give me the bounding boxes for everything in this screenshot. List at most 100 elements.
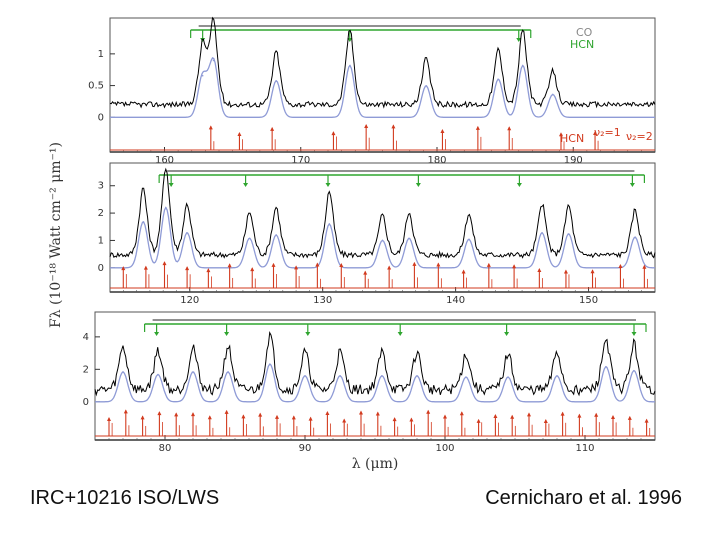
model-peak-point bbox=[507, 376, 509, 378]
model-peak-point bbox=[425, 85, 427, 87]
co-line-arrow bbox=[200, 38, 206, 42]
panel-top: 160 170 180 190 0 0.5 1 bbox=[88, 16, 656, 166]
hcn-stick-arrow bbox=[342, 418, 347, 423]
model-peak-point bbox=[165, 206, 167, 209]
x-axis-label: λ (μm) bbox=[352, 456, 399, 472]
panel-bottom: 80 90 100 110 0 2 4 bbox=[83, 311, 656, 454]
model-peak-point bbox=[339, 375, 341, 377]
co-line-arrow bbox=[305, 332, 311, 336]
x-tick-label: 150 bbox=[579, 295, 598, 306]
hcn-stick-arrow bbox=[563, 269, 568, 274]
x-tick-label: 120 bbox=[180, 295, 199, 306]
hcn-stick-arrow bbox=[121, 266, 126, 271]
co-line-arrow bbox=[504, 332, 510, 336]
spectrum-figure: λ (μm) Fλ (10⁻¹⁸ Watt cm⁻² μm⁻¹) 160 170 1… bbox=[48, 16, 656, 472]
model-peak-point bbox=[541, 231, 543, 234]
hcn-stick-arrow bbox=[440, 128, 445, 133]
hcn-stick-arrow bbox=[459, 411, 464, 416]
hcn-stick-arrow bbox=[241, 414, 246, 419]
hcn-stick-arrow bbox=[375, 411, 380, 416]
x-tick-label: 100 bbox=[435, 443, 454, 454]
legend-v2-2-label: ν₂=2 bbox=[626, 130, 653, 143]
y-tick-label: 0 bbox=[98, 112, 104, 123]
model-spectrum bbox=[95, 363, 655, 403]
model-peak-point bbox=[142, 221, 145, 223]
co-line-arrow bbox=[243, 183, 249, 187]
hcn-stick-arrow bbox=[412, 261, 417, 266]
x-tick-label: 190 bbox=[564, 155, 583, 166]
hcn-stick-arrow bbox=[363, 270, 368, 275]
panel-frame bbox=[94, 311, 656, 441]
hcn-stick-arrow bbox=[315, 262, 320, 267]
co-line-arrow bbox=[325, 183, 331, 187]
x-tick-label: 180 bbox=[427, 155, 446, 166]
x-tick-label: 90 bbox=[299, 443, 312, 454]
hcn-stick-arrow bbox=[593, 130, 598, 135]
legend-hcn-label: HCN bbox=[570, 38, 594, 51]
y-tick-label: 0 bbox=[83, 397, 89, 408]
hcn-stick-arrow bbox=[594, 412, 599, 417]
y-tick-label: 4 bbox=[83, 332, 89, 343]
model-spectrum bbox=[110, 206, 655, 269]
x-tick-label: 80 bbox=[159, 443, 172, 454]
co-line-arrow bbox=[224, 332, 230, 336]
model-peak-point bbox=[556, 375, 558, 377]
hcn-stick-arrow bbox=[644, 418, 649, 423]
y-tick-label: 1 bbox=[98, 49, 104, 60]
model-peak-point bbox=[304, 375, 306, 377]
model-peak-point bbox=[349, 64, 351, 67]
hcn-stick-arrow bbox=[339, 262, 344, 267]
hcn-stick-arrow bbox=[364, 123, 369, 128]
model-peak-point bbox=[157, 373, 159, 376]
hcn-stick-arrow bbox=[527, 412, 531, 417]
model-peak-point bbox=[381, 239, 384, 242]
model-peak-point bbox=[186, 231, 188, 234]
hcn-stick-arrow bbox=[162, 261, 167, 266]
hcn-stick-arrow bbox=[558, 132, 563, 137]
y-tick-label: 1 bbox=[98, 235, 104, 246]
hcn-stick-arrow bbox=[308, 416, 313, 421]
co-line-arrow bbox=[631, 332, 637, 336]
hcn-stick-arrow bbox=[270, 126, 275, 131]
hcn-stick-arrow bbox=[294, 265, 299, 270]
hcn-stick-arrow bbox=[476, 418, 481, 423]
model-spectrum bbox=[110, 57, 655, 118]
model-peak-point bbox=[408, 237, 410, 240]
model-peak-point bbox=[468, 238, 470, 241]
co-line-arrow bbox=[154, 332, 160, 336]
observed-spectrum bbox=[94, 331, 656, 397]
hcn-stick-arrow bbox=[271, 262, 276, 267]
caption-object: IRC+10216 ISO/LWS bbox=[30, 487, 220, 509]
model-peak-point bbox=[269, 363, 271, 365]
co-line-arrow bbox=[516, 183, 522, 187]
legend-co-label: CO bbox=[576, 26, 593, 39]
y-tick-label: 0 bbox=[98, 263, 104, 274]
legend-v2-1-label: ν₂=1 bbox=[594, 126, 621, 139]
co-line-arrow bbox=[415, 183, 421, 187]
hcn-stick-arrow bbox=[140, 415, 145, 420]
hcn-stick-arrow bbox=[543, 418, 548, 423]
caption-reference: Cernicharo et al. 1996 bbox=[485, 487, 682, 509]
model-peak-point bbox=[416, 375, 418, 377]
model-peak-point bbox=[465, 376, 467, 378]
hcn-stick-arrow bbox=[107, 416, 111, 421]
hcn-stick-arrow bbox=[174, 412, 179, 417]
hcn-stick-arrow bbox=[387, 265, 392, 270]
model-peak-point bbox=[522, 64, 524, 67]
hcn-stick-arrow bbox=[560, 411, 565, 416]
model-peak-point bbox=[275, 79, 278, 82]
y-tick-label: 3 bbox=[98, 181, 104, 192]
x-tick-label: 160 bbox=[155, 155, 174, 166]
model-peak-point bbox=[497, 78, 500, 81]
model-peak-point bbox=[634, 236, 636, 238]
model-peak-point bbox=[275, 234, 277, 236]
hcn-stick-arrow bbox=[237, 131, 242, 136]
hcn-stick-arrow bbox=[409, 417, 414, 422]
x-tick-label: 170 bbox=[291, 155, 310, 166]
hcn-stick-arrow bbox=[185, 266, 190, 271]
hcn-stick-arrow bbox=[258, 412, 263, 417]
y-tick-label: 2 bbox=[98, 208, 104, 219]
hcn-stick-arrow bbox=[443, 414, 447, 419]
hcn-stick-arrow bbox=[627, 415, 632, 420]
hcn-stick-arrow bbox=[123, 409, 128, 414]
